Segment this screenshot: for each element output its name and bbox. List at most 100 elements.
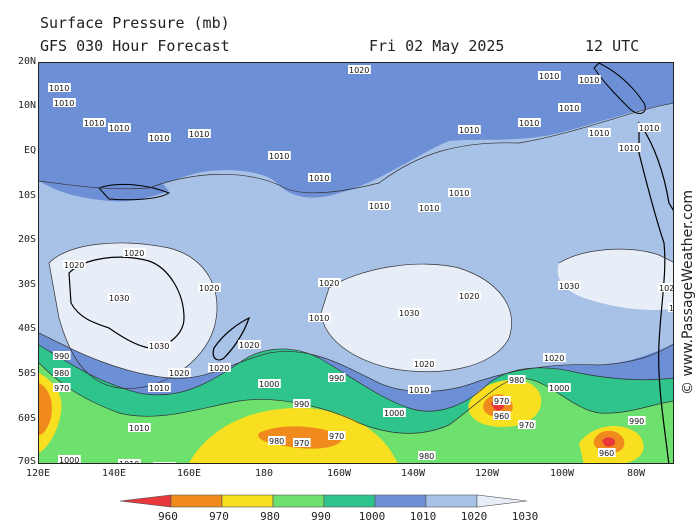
isobar-label-text: 1000 (549, 384, 569, 393)
lon-label-120w: 120W (474, 468, 500, 479)
isobar-label-text: 1010 (269, 152, 289, 161)
isobar-label-text: 1010 (419, 204, 439, 213)
colorbar-segment-6 (425, 494, 478, 508)
colorbar-segment-7 (476, 494, 528, 508)
isobar-label: 1010 (148, 383, 171, 393)
colorbar-segment-0 (120, 494, 172, 508)
isobar-label-text: 1020 (239, 341, 259, 350)
isobar-label-text: 1020 (319, 279, 339, 288)
isobar-lines (39, 102, 673, 434)
land-australia (68, 256, 185, 349)
isobar-label-text: 1020 (414, 360, 434, 369)
isobar-label: 1030 (148, 341, 171, 351)
isobar-label-text: 970 (519, 421, 534, 430)
colorbar-segment-2 (221, 494, 274, 508)
isobar-label-text: 1020 (544, 354, 564, 363)
isobar-label: 1010 (538, 71, 561, 81)
lat-label-60s: 60S (17, 413, 36, 424)
isobar-label-text: 1010 (49, 84, 69, 93)
colorbar-label-970: 970 (209, 510, 229, 523)
isobar-label-text: 1030 (399, 309, 419, 318)
isobar-label-text: 970 (54, 384, 69, 393)
pressure-high-east-pacific (557, 249, 673, 310)
isobar-label-text: 1020 (64, 261, 84, 270)
isobar-label-text: 1020 (349, 66, 369, 75)
lon-label-80w: 80W (626, 468, 646, 479)
isobar-label-text: 970 (329, 432, 344, 441)
isobar-label-text: 1010 (539, 72, 559, 81)
lat-label-20n: 20N (17, 56, 36, 67)
isobar-label: 980 (53, 368, 71, 378)
isobar-label-text: 1010 (459, 126, 479, 135)
isobar-label: 970 (493, 396, 511, 406)
isobar-label: 1000 (258, 379, 281, 389)
lon-label-160w: 160W (326, 468, 352, 479)
isobar-label: 1020 (543, 353, 566, 363)
isobar-label-text: 1010 (109, 124, 129, 133)
isobar-label: 990 (53, 351, 71, 361)
isobar-label: 1020 (208, 363, 231, 373)
isobar-label-text: 1030 (559, 282, 579, 291)
colorbar-label-1000: 1000 (358, 510, 386, 523)
colorbar-label-1030: 1030 (511, 510, 539, 523)
forecast-time: 12 UTC (585, 37, 640, 55)
isobar-label-text: 1010 (129, 424, 149, 433)
lon-label-160e: 160E (176, 468, 202, 479)
isobar-label-text: 960 (599, 449, 614, 458)
pressure-band-1000-1010-west (39, 160, 169, 202)
lon-label-120e: 120E (25, 468, 51, 479)
isobar-label: 1020 (123, 248, 146, 258)
colorbar-segment-3 (272, 494, 325, 508)
pressure-map: 1020 1010 1010 1010 1010 1010 1010 1010 1010 1010… (38, 62, 674, 464)
isobar-label-text: 1000 (59, 456, 79, 464)
isobar-label: 1010 (308, 173, 331, 183)
forecast-date: Fri 02 May 2025 (369, 37, 505, 55)
isobar-label: 980 (508, 375, 526, 385)
isobar-label: 1010 (618, 143, 641, 153)
isobar-label: 1010 (408, 385, 431, 395)
isobar-label-text: 1000 (384, 409, 404, 418)
isobar-label: 990 (293, 399, 311, 409)
isobar-label: 1010 (448, 188, 471, 198)
isobar-label: 1010 (188, 129, 211, 139)
isobar-label-text: 980 (419, 452, 434, 461)
isobar-label-text: 980 (54, 369, 69, 378)
colorbar-label-1010: 1010 (409, 510, 437, 523)
isobar-label: 1030 (108, 293, 131, 303)
isobar-label: 1010 (578, 75, 601, 85)
isobar-label: 1020 (458, 291, 481, 301)
isobar-label: 1000 (548, 383, 571, 393)
land-new-zealand (212, 316, 251, 361)
isobar-label: 1010 (108, 123, 131, 133)
land-central-america (593, 63, 646, 114)
isobar-label-text: 990 (329, 374, 344, 383)
isobar-label: 1000 (153, 462, 176, 463)
isobar-label: 1020 (318, 278, 341, 288)
isobar-label: 970 (328, 431, 346, 441)
isobar-label-text: 1020 (169, 369, 189, 378)
lon-label-180: 180 (254, 468, 274, 479)
isobar-label: 970 (53, 383, 71, 393)
isobar-label-text: 1020 (459, 292, 479, 301)
isobar-label: 990 (628, 416, 646, 426)
isobar-label-text: 1010 (579, 76, 599, 85)
isobar-label: 1020 (168, 368, 191, 378)
isobar-label-text: 1010 (449, 189, 469, 198)
isobar-label-text: 1010 (119, 460, 139, 464)
isobar-label-text: 1010 (639, 124, 659, 133)
isobar-label: 1010 (268, 151, 291, 161)
isobar-label: 1010 (458, 125, 481, 135)
isobar-label-text: 1010 (309, 314, 329, 323)
pressure-low-960-970-west (39, 383, 52, 435)
watermark: © www.PassageWeather.com (680, 190, 696, 395)
isobar-label: 990 (328, 373, 346, 383)
lat-label-70s: 70S (17, 456, 36, 467)
isobar-label: 1020 (413, 359, 436, 369)
isobar-label: 960 (493, 411, 511, 421)
isobar-label-text: 970 (294, 439, 309, 448)
isobar-label: 980 (418, 451, 436, 461)
isobar-label-text: 1010 (589, 129, 609, 138)
isobar-label-text: 1010 (519, 119, 539, 128)
colorbar (120, 494, 528, 508)
isobar-label-text: 980 (269, 437, 284, 446)
